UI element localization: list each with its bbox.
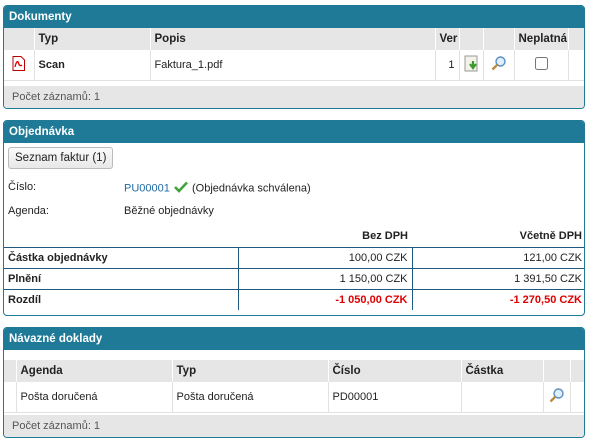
related-amount <box>461 382 544 413</box>
amount-row-fulfillment: Plnění 1 150,00 CZK 1 391,50 CZK <box>4 268 584 289</box>
amount-label: Částka objednávky <box>4 247 239 268</box>
related-documents-panel-title: Návazné doklady <box>4 328 584 350</box>
related-record-count: Počet záznamů: 1 <box>4 415 584 437</box>
amount-bez-dph: 100,00 CZK <box>238 247 413 268</box>
document-version: 1 <box>435 50 460 81</box>
invalid-checkbox[interactable] <box>534 56 548 70</box>
table-row[interactable]: Scan Faktura_1.pdf 1 <box>4 50 584 81</box>
order-status: (Objednávka schválena) <box>192 182 311 195</box>
related-header-row: Agenda Typ Číslo Částka <box>4 360 584 382</box>
order-number-row: PU00001 (Objednávka schválena) <box>124 181 311 196</box>
preview-magnifier-icon[interactable] <box>491 55 507 74</box>
documents-header-row: Typ Popis Ver Neplatná <box>4 28 584 50</box>
related-number: PD00001 <box>328 382 462 413</box>
column-header-popis[interactable]: Popis <box>150 28 436 50</box>
pdf-file-icon <box>12 55 26 74</box>
invoice-list-button[interactable]: Seznam faktur (1) <box>8 147 114 169</box>
order-number-link[interactable]: PU00001 <box>124 182 170 195</box>
related-documents-panel: Návazné doklady Agenda Typ Číslo Částka … <box>3 327 585 438</box>
column-header-typ[interactable]: Typ <box>172 360 329 382</box>
amounts-header-row: Bez DPH Včetně DPH <box>4 226 584 247</box>
order-number-label: Číslo: <box>8 181 37 193</box>
documents-table: Typ Popis Ver Neplatná Scan Faktura_1.pd… <box>4 28 584 81</box>
column-header-agenda[interactable]: Agenda <box>16 360 173 382</box>
document-description[interactable]: Faktura_1.pdf <box>150 50 436 81</box>
agenda-value: Běžné objednávky <box>124 205 214 217</box>
amount-row-order-amount: Částka objednávky 100,00 CZK 121,00 CZK <box>4 247 584 268</box>
related-agenda: Pošta doručená <box>16 382 173 413</box>
table-row[interactable]: Pošta doručená Pošta doručená PD00001 <box>4 382 584 413</box>
order-panel-title: Objednávka <box>4 121 584 143</box>
amount-label: Rozdíl <box>4 289 239 310</box>
amount-label: Plnění <box>4 268 239 289</box>
amount-vcetne-dph: -1 270,50 CZK <box>509 293 582 306</box>
related-type: Pošta doručená <box>172 382 329 413</box>
agenda-label: Agenda: <box>8 205 49 217</box>
column-header-typ[interactable]: Typ <box>34 28 151 50</box>
amount-bez-dph: -1 050,00 CZK <box>238 289 413 310</box>
order-amounts-table: Bez DPH Včetně DPH Částka objednávky 100… <box>4 226 584 310</box>
amount-row-difference: Rozdíl -1 050,00 CZK -1 270,50 CZK <box>4 289 584 310</box>
column-header-neplatna[interactable]: Neplatná <box>514 28 569 50</box>
column-header-vcetne-dph: Včetně DPH <box>519 230 582 243</box>
document-type: Scan <box>34 50 151 81</box>
column-header-bez-dph: Bez DPH <box>362 230 408 243</box>
column-header-ver[interactable]: Ver <box>435 28 460 50</box>
documents-panel: Dokumenty Typ Popis Ver Neplatná <box>3 5 585 109</box>
download-icon[interactable] <box>464 55 480 75</box>
preview-magnifier-icon[interactable] <box>549 387 565 406</box>
approved-check-icon <box>174 181 188 196</box>
column-header-cislo[interactable]: Číslo <box>328 360 462 382</box>
amount-bez-dph: 1 150,00 CZK <box>238 268 413 289</box>
column-header-castka[interactable]: Částka <box>461 360 544 382</box>
documents-panel-title: Dokumenty <box>4 6 584 28</box>
order-panel: Objednávka Seznam faktur (1) Číslo: PU00… <box>3 120 585 316</box>
amount-vcetne-dph: 121,00 CZK <box>523 251 582 264</box>
amount-vcetne-dph: 1 391,50 CZK <box>514 272 582 285</box>
related-documents-table: Agenda Typ Číslo Částka Pošta doručená P… <box>4 360 584 413</box>
documents-record-count: Počet záznamů: 1 <box>4 86 584 108</box>
